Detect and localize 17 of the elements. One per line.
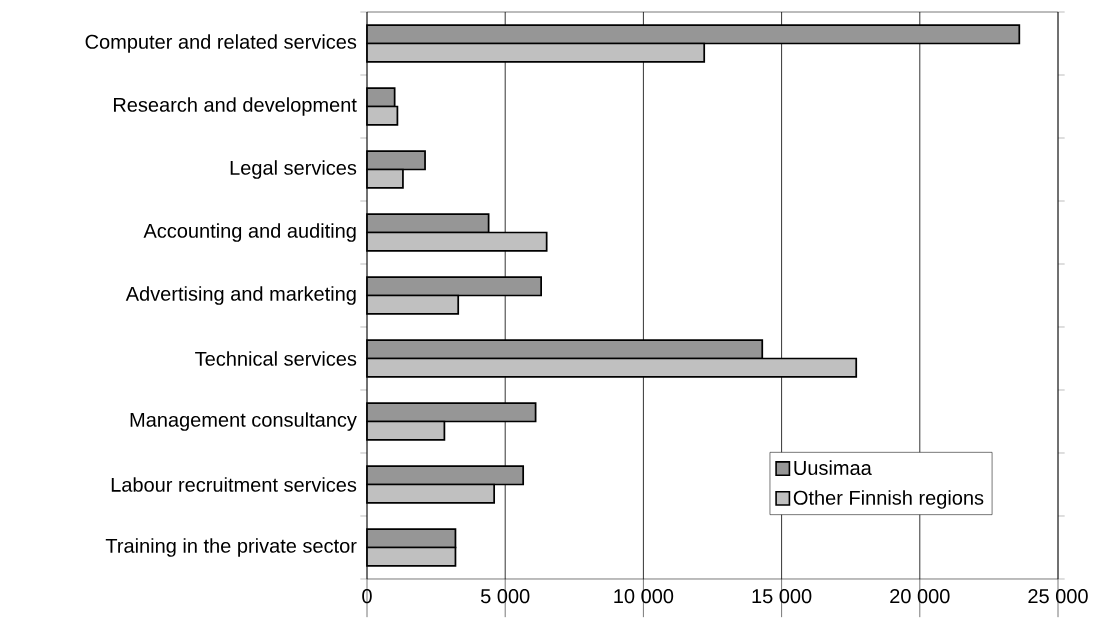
legend-label: Other Finnish regions	[793, 490, 984, 509]
legend-label: Uusimaa	[794, 460, 872, 476]
y-tick-label: Research and development	[113, 97, 357, 116]
x-tick-label: 15 000	[752, 589, 812, 604]
y-tick-label: Training in the private sector	[105, 538, 357, 557]
y-tick-label: Labour recruitment services	[111, 477, 357, 492]
x-tick-label: 5 000	[480, 589, 530, 604]
y-tick-label: Advertising and marketing	[125, 286, 356, 305]
x-tick-label: 25 000	[1028, 589, 1088, 604]
y-tick-label: Management consultancy	[130, 412, 357, 431]
x-tick-label: 20 000	[890, 589, 950, 604]
x-tick-label: 10 000	[614, 589, 674, 604]
x-tick-label: 0	[362, 589, 372, 604]
y-tick-label: Technical services	[195, 351, 357, 366]
y-tick-label: Accounting and auditing	[143, 223, 356, 242]
y-tick-label: Computer and related services	[85, 34, 357, 53]
y-tick-label: Legal services	[230, 160, 357, 179]
